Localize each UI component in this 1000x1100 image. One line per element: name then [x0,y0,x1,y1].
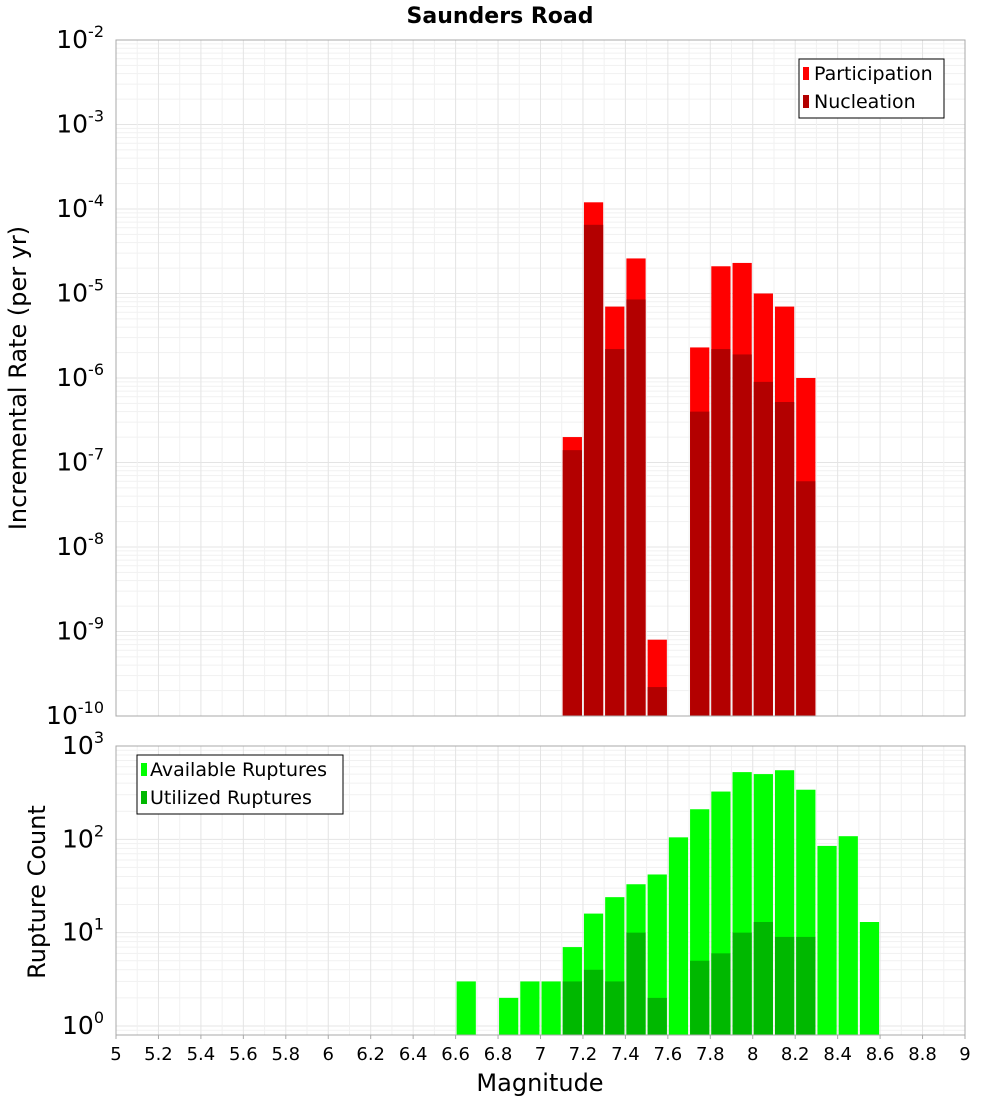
rate-y-axis-label: Incremental Rate (per yr) [4,226,32,530]
magnitude-x-axis-label: Magnitude [476,1069,603,1097]
rate-y-tick-label: 10-6 [56,360,104,392]
rate-bar-b [562,450,582,716]
x-tick-label: 9 [959,1044,970,1065]
rate-y-tick-label: 10-2 [56,22,104,54]
count-bar-b [583,969,604,1035]
nucleation-swatch [803,95,809,108]
rate-grid [115,40,966,717]
rate-bar-b [753,381,773,716]
x-tick-label: 7.6 [654,1044,683,1065]
rate-y-tick-label: 10-7 [56,445,104,477]
rate-bar-b [774,401,795,716]
rate-y-ticks: 10-10 10-9 10-8 10-7 10-6 10-5 10-4 10-3 10-2 [46,22,104,730]
count-y-tick-label: 103 [62,728,104,760]
count-bar-b [562,981,582,1035]
rate-bar-b [583,224,604,716]
count-bar-b [626,932,646,1035]
count-legend: Available Ruptures Utilized Ruptures [136,754,344,815]
rate-y-tick-label: 10-9 [56,614,104,646]
count-y-axis-label: Rupture Count [23,805,51,979]
utilized-swatch [141,791,147,804]
rate-bar-b [732,354,752,716]
count-bar-b [732,932,752,1035]
x-tick-label: 5 [110,1044,121,1065]
count-bar-b [647,997,667,1035]
count-bar-a [499,997,519,1035]
count-y-ticks: 100 101 102 103 [62,728,104,1040]
count-bar-a [647,874,667,1035]
count-bar-a [838,836,858,1035]
legend-participation: Participation [814,63,933,85]
rate-bar-b [690,411,710,716]
rate-y-tick-label: 10-3 [56,107,104,139]
count-panel: 100 101 102 103 5 5.2 5.4 5.6 5.8 6 6.2 6.4 6.6 6.8 7… [23,728,971,1097]
count-bar-b [753,922,773,1035]
x-tick-label: 6.2 [356,1044,385,1065]
x-tick-label: 8 [747,1044,758,1065]
count-bar-a [456,981,476,1035]
rate-legend: Participation Nucleation [798,58,945,119]
legend-utilized: Utilized Ruptures [150,787,312,809]
count-bar-b [690,960,710,1035]
rate-y-tick-label: 10-4 [56,191,104,223]
x-tick-label: 6 [323,1044,334,1065]
legend-nucleation: Nucleation [814,91,916,113]
count-bars [456,770,880,1035]
x-tick-label: 8.8 [908,1044,937,1065]
rate-bar-b [626,299,646,716]
x-tick-label: 6.6 [441,1044,470,1065]
available-swatch [141,763,147,776]
participation-swatch [803,67,809,80]
count-bar-a [859,922,880,1035]
rate-bars [562,202,816,716]
rate-bar-b [605,349,625,716]
x-tick-label: 8.6 [866,1044,895,1065]
rate-bar-b [796,481,816,716]
count-y-tick-label: 102 [62,821,104,853]
count-y-tick-label: 101 [62,915,104,947]
x-tick-label: 7.2 [569,1044,598,1065]
x-tick-label: 7 [535,1044,546,1065]
rate-legend-box [798,58,945,119]
count-bar-b [796,936,816,1035]
count-bar-b [774,936,795,1035]
count-bar-b [605,981,625,1035]
x-tick-label: 6.4 [399,1044,428,1065]
x-tick-label: 5.8 [271,1044,300,1065]
x-tick-label: 8.4 [823,1044,852,1065]
count-bar-b [711,953,731,1035]
chart-title: Saunders Road [407,4,594,29]
count-y-tick-label: 100 [62,1008,104,1040]
x-tick-label: 5.6 [229,1044,258,1065]
rate-y-tick-label: 10-10 [46,698,104,730]
legend-available: Available Ruptures [150,759,327,781]
rate-panel: 10-10 10-9 10-8 10-7 10-6 10-5 10-4 10-3 10-2 In… [4,22,966,730]
x-tick-label: 5.4 [187,1044,216,1065]
rate-bar-b [711,349,731,716]
rate-bar-b [647,687,667,716]
count-bar-a [668,837,689,1035]
count-bar-a [541,981,561,1035]
rate-plot-frame [115,39,966,717]
x-tick-label: 8.2 [781,1044,810,1065]
magnitude-x-ticks: 5 5.2 5.4 5.6 5.8 6 6.2 6.4 6.6 6.8 7 7.2 7.4 7.6 7.8 8… [110,1035,971,1065]
rate-y-tick-label: 10-8 [56,529,104,561]
x-tick-label: 6.8 [484,1044,513,1065]
rate-y-tick-label: 10-5 [56,276,104,308]
x-tick-label: 7.8 [696,1044,725,1065]
x-tick-label: 7.4 [611,1044,640,1065]
count-legend-box [136,754,344,815]
count-bar-a [520,981,540,1035]
x-tick-label: 5.2 [144,1044,173,1065]
count-bar-a [817,845,837,1035]
